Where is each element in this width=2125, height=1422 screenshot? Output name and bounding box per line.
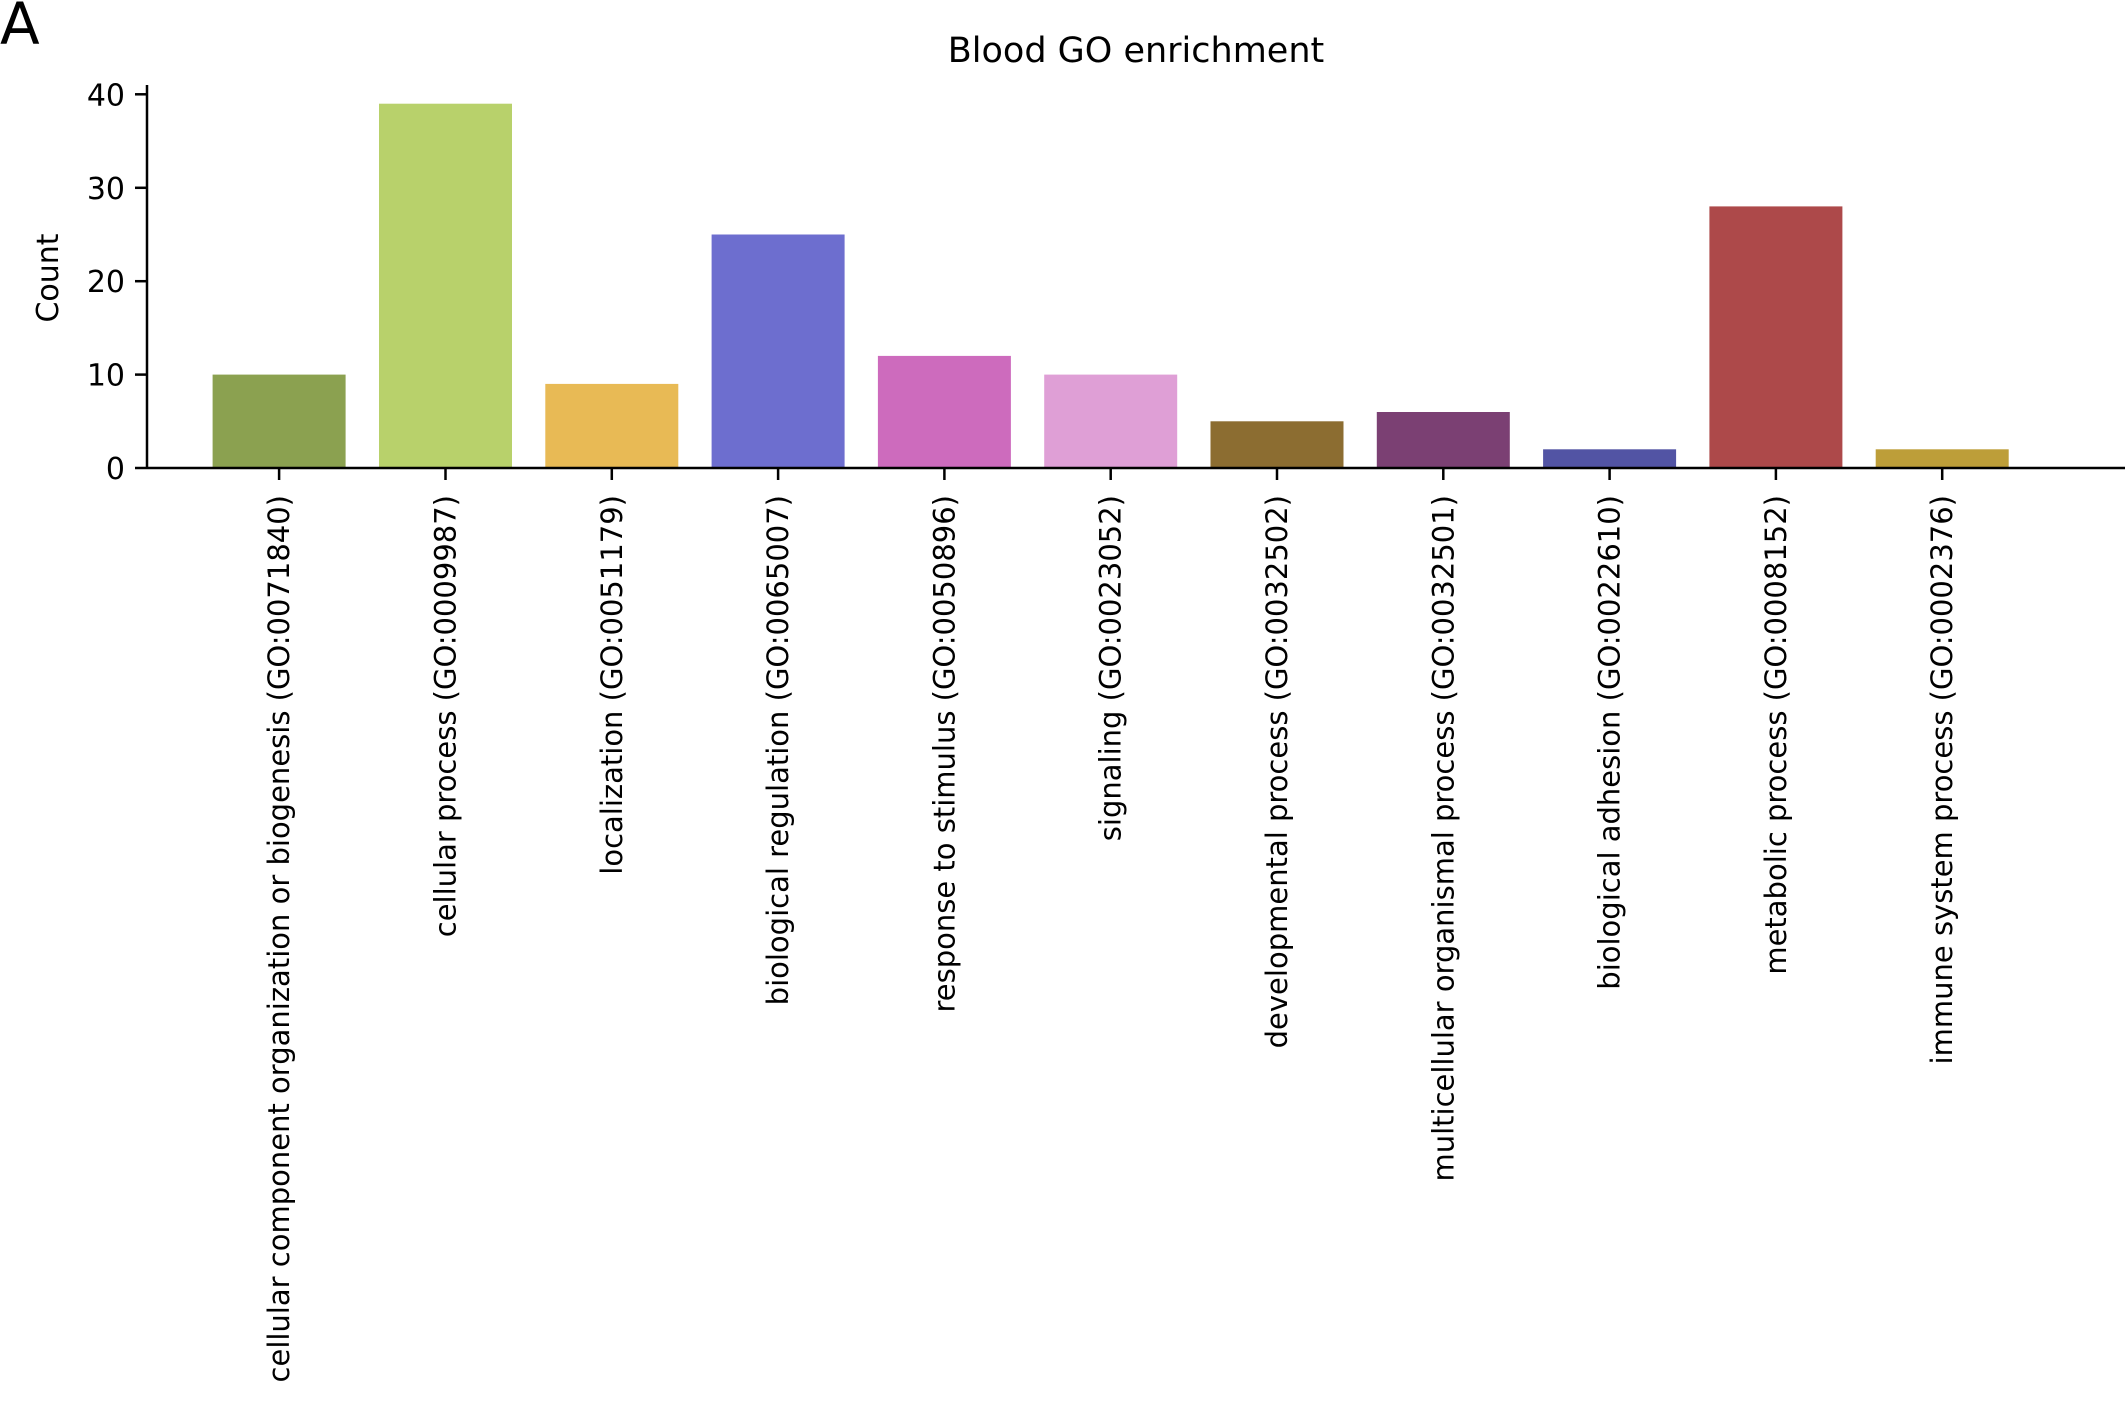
x-tick-label: response to stimulus (GO:0050896) [927, 495, 961, 1013]
y-tick-label: 30 [87, 172, 125, 207]
bar [1543, 449, 1677, 468]
bar [1376, 412, 1510, 468]
bar [1875, 449, 2009, 468]
x-tick-label: signaling (GO:0023052) [1094, 495, 1128, 841]
y-tick-label: 10 [87, 359, 125, 394]
x-tick-label: biological regulation (GO:0065007) [761, 495, 795, 1005]
x-tick-label: cellular component organization or bioge… [262, 495, 296, 1382]
y-tick-label: 40 [87, 78, 125, 113]
y-tick-label: 0 [106, 452, 125, 487]
panel-label: A [0, 0, 40, 58]
x-tick-label: metabolic process (GO:0008152) [1759, 495, 1793, 975]
x-tick-label: developmental process (GO:0032502) [1260, 495, 1294, 1048]
bar [545, 383, 679, 468]
y-tick-label: 20 [87, 265, 125, 300]
x-tick-label: biological adhesion (GO:0022610) [1593, 495, 1627, 990]
x-tick-label: cellular process (GO:0009987) [429, 495, 463, 937]
bar [877, 355, 1011, 468]
x-tick-label: localization (GO:0051179) [595, 495, 629, 875]
x-axis: cellular component organization or bioge… [147, 466, 2125, 1382]
x-tick-label: immune system process (GO:0002376) [1925, 495, 1959, 1064]
bar [212, 374, 346, 468]
bar [711, 234, 845, 468]
bar [379, 103, 512, 468]
bar [1210, 421, 1344, 468]
chart-title: Blood GO enrichment [948, 31, 1325, 71]
x-tick-label: multicellular organismal process (GO:003… [1426, 495, 1460, 1182]
bars [212, 103, 2009, 468]
bar [1709, 206, 1843, 468]
y-axis: 0 10 20 30 40 [87, 78, 149, 487]
y-axis-label: Count [31, 233, 66, 322]
bar [1044, 374, 1178, 468]
